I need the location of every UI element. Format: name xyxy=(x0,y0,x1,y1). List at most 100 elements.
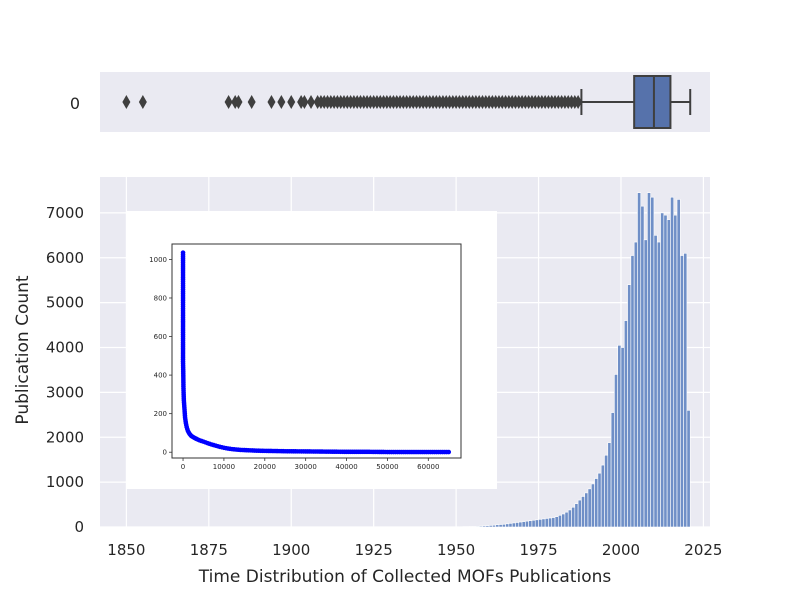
histogram-bar xyxy=(511,522,516,528)
histogram-bar xyxy=(620,347,625,528)
outlier-marker xyxy=(224,95,233,109)
histogram-bar xyxy=(561,513,566,528)
histogram-bar xyxy=(534,519,539,528)
histogram-bar xyxy=(581,496,586,528)
histogram-bar xyxy=(544,518,549,528)
histogram-bar xyxy=(640,205,645,528)
histogram-bar xyxy=(617,344,622,528)
histogram-bar xyxy=(475,526,480,528)
histogram-y-ticks: 0 1000 2000 3000 4000 5000 6000 7000 xyxy=(46,204,84,536)
histogram-bar xyxy=(614,374,618,528)
histogram-bar xyxy=(505,523,510,528)
histogram-bar xyxy=(482,525,487,528)
outlier-marker xyxy=(277,95,286,109)
x-tick-label: 1850 xyxy=(107,541,145,559)
histogram-bar xyxy=(607,442,612,528)
histogram-bar xyxy=(594,478,599,528)
box-ytick-label: 0 xyxy=(70,94,80,113)
histogram-bar xyxy=(515,522,520,528)
outlier-marker xyxy=(307,95,316,109)
histogram-bar xyxy=(597,472,602,528)
histogram-bar xyxy=(492,524,496,528)
histogram-bar xyxy=(567,509,572,528)
box-plot-panel: 0 xyxy=(70,72,710,132)
histogram-bar xyxy=(525,520,529,528)
histogram-bar xyxy=(472,526,477,528)
x-tick-label: 1925 xyxy=(355,541,393,559)
histogram-bar xyxy=(521,521,526,528)
iqr-box xyxy=(633,75,672,129)
histogram-bar xyxy=(518,521,523,528)
inset-plot-frame xyxy=(171,243,462,459)
histogram-bar xyxy=(600,464,605,528)
inset-x-tick-label: 60000 xyxy=(417,463,439,471)
inset-y-tick-label: 600 xyxy=(154,333,167,341)
histogram-bar xyxy=(564,511,569,528)
inset-point xyxy=(446,449,452,455)
histogram-bar xyxy=(478,525,483,528)
histogram-bar xyxy=(485,525,490,528)
y-tick-label: 3000 xyxy=(46,383,84,401)
histogram-bar xyxy=(683,252,688,528)
y-tick-label: 0 xyxy=(74,518,84,536)
y-tick-label: 7000 xyxy=(46,204,84,222)
x-tick-label: 1975 xyxy=(519,541,557,559)
histogram-bar xyxy=(604,454,609,528)
outlier-marker xyxy=(234,95,243,109)
y-tick-label: 4000 xyxy=(46,339,84,357)
x-tick-label: 2000 xyxy=(602,541,640,559)
histogram-bar xyxy=(660,212,665,528)
histogram-bar xyxy=(663,214,668,528)
x-tick-label: 1950 xyxy=(437,541,475,559)
inset-x-tick-label: 20000 xyxy=(254,463,276,471)
histogram-bar xyxy=(541,518,546,528)
inset-y-tick-label: 200 xyxy=(154,410,167,418)
inset-x-tick-label: 0 xyxy=(181,463,185,471)
outlier-marker xyxy=(138,95,147,109)
histogram-bar xyxy=(633,241,638,528)
histogram-bar xyxy=(686,410,691,528)
inset-x-tick-label: 10000 xyxy=(213,463,235,471)
histogram-bar xyxy=(495,524,500,528)
x-axis-label: Time Distribution of Collected MOFs Publ… xyxy=(198,567,612,587)
histogram-bar xyxy=(647,192,651,528)
y-tick-label: 1000 xyxy=(46,473,84,491)
inset-ticks: 0 10000 20000 30000 40000 50000 60000 0 200 400 60… xyxy=(149,256,439,471)
histogram-bar xyxy=(670,196,675,528)
histogram-bar xyxy=(673,214,678,528)
box-plot-marks xyxy=(122,75,692,129)
inset-x-tick-label: 30000 xyxy=(295,463,317,471)
histogram-bar xyxy=(528,520,533,528)
histogram-bar xyxy=(574,503,579,528)
histogram-bar xyxy=(637,192,642,528)
histogram-bar xyxy=(488,525,493,528)
histogram-bar xyxy=(643,239,648,528)
histogram-bar xyxy=(653,235,658,528)
histogram-bar xyxy=(666,219,671,528)
outlier-marker xyxy=(267,95,276,109)
histogram-bar xyxy=(501,524,506,528)
histogram-bar xyxy=(577,499,582,528)
histogram-bar xyxy=(551,517,556,528)
x-tick-label: 1875 xyxy=(190,541,228,559)
histogram-bar xyxy=(590,483,595,528)
histogram-bar xyxy=(676,199,681,528)
histogram-bar xyxy=(587,488,592,528)
histogram-bar xyxy=(630,255,635,528)
y-tick-label: 6000 xyxy=(46,249,84,267)
histogram-bar xyxy=(656,241,661,528)
histogram-bar xyxy=(623,320,628,528)
histogram-bar xyxy=(498,524,503,528)
outlier-marker xyxy=(122,95,131,109)
histogram-bar xyxy=(554,516,559,528)
histogram-bar xyxy=(558,515,562,528)
histogram-x-ticks: 1850 1875 1900 1925 1950 1975 2000 2025 xyxy=(107,541,722,559)
inset-x-tick-label: 50000 xyxy=(376,463,398,471)
histogram-bar xyxy=(584,492,589,528)
x-tick-label: 1900 xyxy=(272,541,310,559)
y-tick-label: 2000 xyxy=(46,428,84,446)
outlier-marker xyxy=(287,95,296,109)
histogram-bar xyxy=(571,506,576,528)
histogram-bar xyxy=(531,519,536,528)
